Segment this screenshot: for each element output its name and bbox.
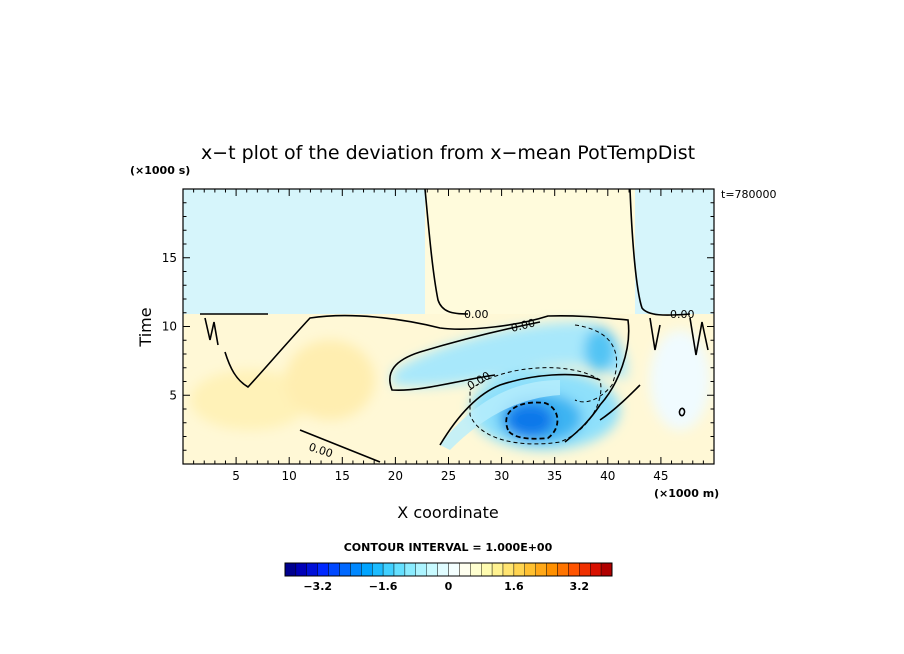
contour-zero-upper-right (629, 189, 691, 316)
warm-patch-center (285, 340, 375, 420)
colorbar-swatch (415, 562, 427, 577)
colorbar-swatch (470, 562, 482, 577)
colorbar-swatch (361, 562, 373, 577)
contour-right-streak (599, 384, 641, 421)
colorbar-tick-label: 1.6 (504, 580, 524, 593)
dashed-contour-core (505, 401, 559, 440)
colorbar-swatch (284, 562, 297, 577)
contour-lower (439, 373, 601, 446)
contour-wiggle-1 (204, 317, 219, 346)
colorbar-tick-label: 3.2 (570, 580, 590, 593)
colorbar-swatch (306, 562, 318, 577)
colorbar-swatch (437, 562, 449, 577)
y-tick-label: 5 (169, 388, 177, 402)
colorbar-swatch (600, 562, 613, 577)
colorbar-swatch (339, 562, 351, 577)
x-axis-label: X coordinate (397, 503, 498, 522)
colorbar-frame (284, 562, 613, 577)
colorbar-swatch (459, 562, 471, 577)
colorbar-swatch (513, 562, 526, 577)
colorbar-swatch (382, 562, 395, 577)
contour-zero-main (224, 314, 630, 443)
x-tick-label: 25 (441, 469, 456, 483)
cold-front-tail (440, 380, 560, 450)
dashed-contour-hook (574, 324, 618, 403)
colorbar-swatch (481, 562, 493, 577)
colorbar-swatch (317, 562, 329, 577)
colorbar-tick-label: 0 (445, 580, 453, 593)
colorbar-swatch (372, 562, 384, 577)
heatmap-field: 0.00 0.00 0.00 0.00 0.00 (183, 189, 714, 464)
colorbar-tick-label: −3.2 (303, 580, 332, 593)
colorbar-swatch (590, 562, 602, 577)
contour-bottom (299, 429, 381, 463)
field-upper-yellow-band (425, 189, 635, 314)
x-tick-label: 20 (388, 469, 403, 483)
colorbar-swatch (579, 562, 591, 577)
contour-label: 0.00 (464, 308, 489, 321)
contour-interval-label: CONTOUR INTERVAL = 1.000E+00 (344, 541, 553, 554)
colorbar-swatch (502, 562, 515, 577)
colorbar-swatch (393, 562, 406, 577)
cold-ring-upper (584, 328, 616, 372)
contour-zero-upper-left (424, 189, 469, 315)
colorbar-swatch (524, 562, 536, 577)
colorbar-swatch (546, 562, 558, 577)
colorbar-swatch (328, 562, 340, 577)
colorbar-swatch (448, 562, 460, 577)
x-tick-label: 15 (335, 469, 350, 483)
colorbar-swatch (491, 562, 504, 577)
y-axis: 5 10 15 (162, 202, 714, 451)
x-tick-label: 10 (282, 469, 297, 483)
dashed-contours (469, 324, 618, 445)
chart-title: x−t plot of the deviation from x−mean Po… (201, 142, 695, 164)
colorbar: −3.2 −1.6 0 1.6 3.2 (284, 562, 613, 593)
x-tick-label: 30 (494, 469, 509, 483)
x-tick-label: 40 (600, 469, 615, 483)
colorbar-swatch (568, 562, 580, 577)
colorbar-swatch (350, 562, 362, 577)
x-tick-label: 5 (232, 469, 240, 483)
time-stamp-label: t=780000 (721, 188, 777, 201)
contour-wiggle-2 (649, 317, 661, 351)
colorbar-swatch (557, 562, 569, 577)
colorbar-swatch (295, 562, 307, 577)
contour-wiggle-3 (689, 317, 709, 356)
x-tick-label: 45 (653, 469, 668, 483)
x-axis: 5 10 15 20 25 30 35 40 45 (193, 189, 704, 483)
contour-label: 0.00 (510, 316, 537, 335)
y-axis-label: Time (136, 307, 155, 347)
colorbar-swatch (404, 562, 416, 577)
solid-contours (200, 189, 709, 463)
warm-patch-left (190, 370, 310, 430)
y-tick-label: 15 (162, 251, 177, 265)
dashed-contour-outer (469, 367, 602, 445)
y-unit-label: (×1000 s) (130, 164, 190, 177)
contour-loop-right (678, 407, 686, 417)
colorbar-tick-label: −1.6 (369, 580, 398, 593)
y-tick-label: 10 (162, 320, 177, 334)
colorbar-swatch (426, 562, 438, 577)
colorbar-swatch (535, 562, 547, 577)
cold-core-inner (506, 403, 554, 437)
x-unit-label: (×1000 m) (654, 487, 719, 500)
cold-tongue (392, 321, 627, 387)
contour-label: 0.00 (670, 308, 695, 321)
light-patch-right (650, 330, 710, 430)
contour-tongue (389, 321, 541, 392)
x-tick-label: 35 (547, 469, 562, 483)
